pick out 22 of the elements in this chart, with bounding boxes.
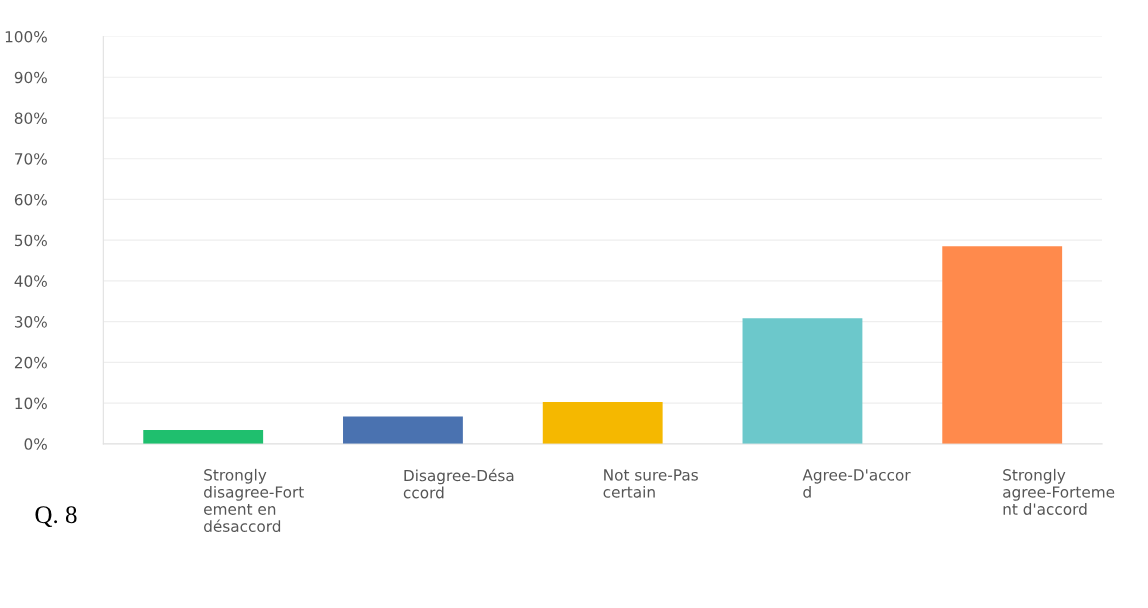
y-tick-label: 0% bbox=[24, 438, 47, 450]
bar bbox=[343, 416, 463, 444]
y-tick-label: 70% bbox=[15, 153, 47, 165]
y-tick-label: 20% bbox=[14, 356, 47, 369]
y-tick-label: 10% bbox=[15, 397, 47, 410]
y-tick-label: 80% bbox=[14, 112, 47, 124]
x-tick-label: Not sure-Pas certain bbox=[603, 469, 698, 498]
y-tick-label: 50% bbox=[14, 234, 47, 247]
y-tick-label: 40% bbox=[14, 275, 47, 287]
x-tick-label: Strongly agree-Forteme nt d'accord bbox=[1003, 468, 1115, 515]
bar bbox=[542, 401, 663, 444]
y-tick-label: 30% bbox=[14, 316, 47, 328]
bar bbox=[143, 429, 264, 444]
x-tick-label: Disagree-Désa ccord bbox=[403, 468, 514, 499]
x-tick-label: Agree-D'accor d bbox=[802, 469, 911, 498]
x-tick-label: Strongly disagree-Fort ement en désaccord bbox=[204, 468, 304, 532]
bar bbox=[942, 246, 1063, 444]
bar bbox=[742, 318, 863, 444]
y-tick-label: 60% bbox=[14, 193, 47, 206]
y-tick-label: 90% bbox=[14, 71, 47, 84]
y-tick-label: 100% bbox=[5, 30, 47, 43]
text: Q. 8 bbox=[35, 506, 77, 527]
